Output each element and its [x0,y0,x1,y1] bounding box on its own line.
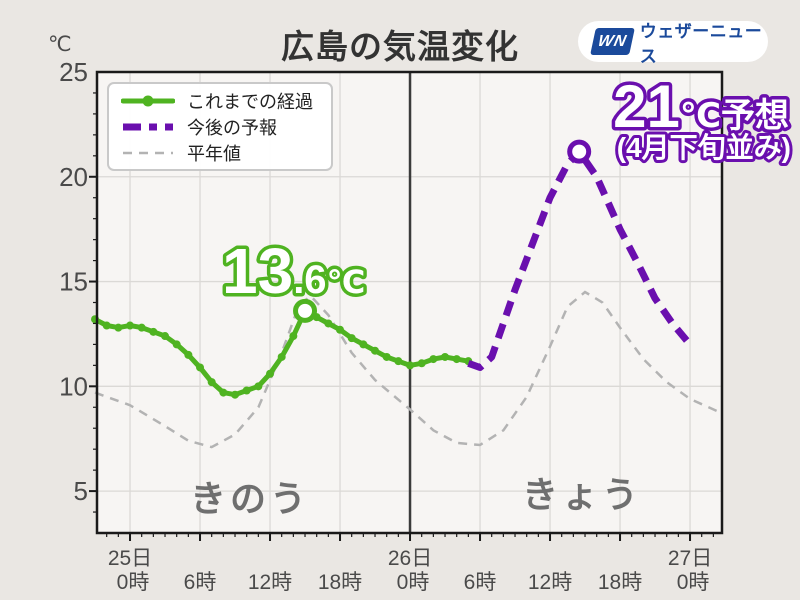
chart-legend: これまでの経過 今後の予報 平年値 [107,82,333,171]
legend-label: これまでの経過 [187,92,313,112]
svg-text:15: 15 [59,267,88,297]
svg-text:18時: 18時 [318,571,362,594]
forecast-line-swatch-icon [123,123,173,131]
legend-item-normal: 平年値 [121,140,319,166]
svg-text:27日: 27日 [668,547,712,570]
legend-label: 今後の予報 [187,118,277,138]
legend-label: 平年値 [187,144,241,164]
svg-text:6時: 6時 [464,571,497,594]
legend-item-forecast: 今後の予報 [121,114,319,140]
svg-text:0時: 0時 [677,571,710,594]
svg-text:12時: 12時 [248,571,292,594]
page-title: 広島の気温変化 [281,28,519,65]
svg-text:25日: 25日 [108,547,152,570]
y-axis-labels: 5 10 15 20 25 [59,57,88,506]
legend-item-observed: これまでの経過 [121,88,319,114]
weathernews-logo: WN ウェザーニュース [578,21,768,66]
svg-text:10: 10 [59,371,88,401]
day-label-today: きょう [521,474,643,515]
y-axis-unit-label: ℃ [48,33,72,56]
observed-line-swatch-icon [121,95,175,107]
forecast-peak-marker [567,139,592,164]
logo-name: ウェザーニュース [639,21,763,66]
svg-text:20: 20 [59,162,88,192]
svg-text:0時: 0時 [397,571,430,594]
svg-text:12時: 12時 [528,571,572,594]
axis-ticks [89,92,714,541]
observed-peak-marker [293,298,318,323]
observed-peak-annotation: 13.6℃ [222,235,365,307]
day-label-yesterday: きのう [189,478,311,519]
forecast-peak-note: (4月下旬並み) [617,132,791,163]
svg-text:26日: 26日 [388,547,432,570]
normal-line-swatch-icon [123,151,173,155]
forecast-peak-annotation: 21℃予想 [613,73,789,140]
normal-series [94,290,724,449]
svg-text:6時: 6時 [184,571,217,594]
svg-text:5: 5 [74,476,88,506]
svg-text:25: 25 [59,57,88,87]
svg-text:0時: 0時 [117,571,150,594]
svg-text:18時: 18時 [598,571,642,594]
